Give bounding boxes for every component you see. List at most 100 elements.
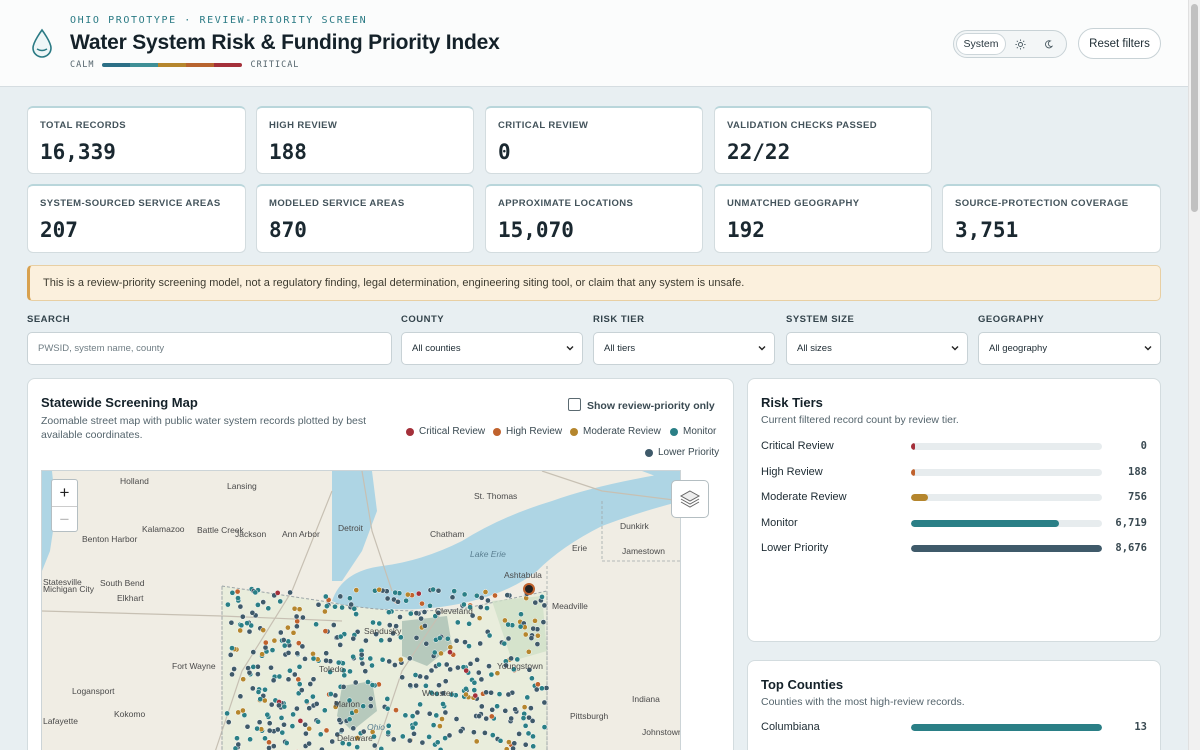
system-marker[interactable] xyxy=(323,727,330,734)
system-marker[interactable] xyxy=(471,729,477,736)
system-marker[interactable] xyxy=(256,719,263,726)
system-marker[interactable] xyxy=(508,655,514,662)
system-marker[interactable] xyxy=(463,691,469,698)
system-marker[interactable] xyxy=(511,740,518,747)
system-marker[interactable] xyxy=(447,649,453,656)
system-marker[interactable] xyxy=(476,615,483,621)
system-marker[interactable] xyxy=(337,633,344,640)
system-marker[interactable] xyxy=(442,709,449,716)
system-marker[interactable] xyxy=(533,686,540,693)
system-marker[interactable] xyxy=(402,712,409,719)
reset-filters-button[interactable]: Reset filters xyxy=(1078,28,1161,59)
system-marker[interactable] xyxy=(474,656,480,663)
system-marker[interactable] xyxy=(367,703,374,709)
system-marker[interactable] xyxy=(423,674,430,681)
system-marker[interactable] xyxy=(514,656,521,663)
system-marker[interactable] xyxy=(413,682,419,689)
system-marker[interactable] xyxy=(340,684,347,690)
system-marker[interactable] xyxy=(502,617,508,624)
system-marker[interactable] xyxy=(310,655,317,662)
system-marker[interactable] xyxy=(235,709,242,716)
zoom-in-button[interactable]: + xyxy=(59,483,70,502)
system-marker[interactable] xyxy=(346,716,353,723)
system-marker[interactable] xyxy=(259,651,265,658)
system-marker[interactable] xyxy=(484,605,490,611)
system-marker[interactable] xyxy=(250,664,257,670)
system-marker[interactable] xyxy=(280,637,287,643)
system-marker[interactable] xyxy=(249,685,256,692)
system-marker[interactable] xyxy=(426,710,433,717)
system-marker[interactable] xyxy=(412,672,419,678)
system-marker[interactable] xyxy=(340,667,347,674)
system-marker[interactable] xyxy=(294,623,300,630)
system-marker[interactable] xyxy=(437,723,443,729)
system-marker[interactable] xyxy=(467,660,474,667)
system-marker[interactable] xyxy=(506,739,512,745)
system-marker[interactable] xyxy=(376,586,383,593)
system-marker[interactable] xyxy=(231,666,237,672)
system-marker[interactable] xyxy=(350,653,356,660)
system-marker[interactable] xyxy=(254,725,260,732)
system-marker[interactable] xyxy=(278,715,285,721)
system-marker[interactable] xyxy=(266,745,272,750)
system-marker[interactable] xyxy=(244,620,250,626)
system-marker[interactable] xyxy=(353,708,359,715)
system-marker[interactable] xyxy=(240,676,247,683)
system-marker[interactable] xyxy=(443,661,450,668)
system-marker[interactable] xyxy=(390,630,396,637)
system-marker[interactable] xyxy=(359,660,366,667)
system-marker[interactable] xyxy=(393,707,399,713)
system-marker[interactable] xyxy=(467,604,473,610)
system-marker[interactable] xyxy=(539,594,545,600)
system-marker[interactable] xyxy=(291,605,298,612)
system-marker[interactable] xyxy=(430,586,436,593)
system-marker[interactable] xyxy=(293,613,300,620)
system-marker[interactable] xyxy=(541,602,548,609)
system-marker[interactable] xyxy=(246,628,253,635)
system-marker[interactable] xyxy=(300,614,306,621)
system-marker[interactable] xyxy=(520,715,527,721)
system-marker[interactable] xyxy=(436,635,443,641)
system-marker[interactable] xyxy=(270,743,277,749)
system-marker[interactable] xyxy=(423,640,430,647)
system-marker[interactable] xyxy=(306,740,312,747)
system-marker[interactable] xyxy=(235,741,242,748)
system-marker[interactable] xyxy=(285,624,291,631)
system-marker[interactable] xyxy=(224,710,230,717)
system-marker[interactable] xyxy=(492,592,498,599)
system-marker[interactable] xyxy=(530,625,537,632)
system-marker[interactable] xyxy=(393,623,399,629)
system-marker[interactable] xyxy=(346,697,353,704)
system-marker[interactable] xyxy=(327,669,333,675)
system-marker[interactable] xyxy=(323,657,329,664)
system-marker[interactable] xyxy=(390,736,397,743)
system-marker[interactable] xyxy=(462,639,468,645)
system-marker[interactable] xyxy=(483,715,490,722)
system-marker[interactable] xyxy=(246,669,253,676)
system-marker[interactable] xyxy=(471,679,478,686)
system-marker[interactable] xyxy=(488,671,495,678)
system-marker[interactable] xyxy=(488,713,495,720)
system-marker[interactable] xyxy=(295,676,302,683)
system-marker[interactable] xyxy=(260,627,267,633)
system-marker[interactable] xyxy=(299,643,306,650)
system-marker[interactable] xyxy=(473,592,480,599)
system-marker[interactable] xyxy=(404,591,411,598)
system-marker[interactable] xyxy=(512,706,518,713)
system-marker[interactable] xyxy=(436,682,442,689)
system-marker[interactable] xyxy=(268,664,274,671)
system-marker[interactable] xyxy=(225,719,232,725)
system-marker[interactable] xyxy=(477,640,484,647)
system-marker[interactable] xyxy=(486,632,493,639)
system-marker[interactable] xyxy=(539,685,545,692)
system-marker[interactable] xyxy=(229,589,236,596)
system-marker[interactable] xyxy=(264,711,271,718)
system-marker[interactable] xyxy=(482,589,489,595)
system-marker[interactable] xyxy=(508,715,515,722)
system-marker[interactable] xyxy=(323,650,330,657)
system-marker[interactable] xyxy=(373,631,379,637)
system-marker[interactable] xyxy=(336,717,343,723)
system-marker[interactable] xyxy=(419,739,426,746)
system-marker[interactable] xyxy=(234,588,241,595)
system-marker[interactable] xyxy=(525,648,532,655)
